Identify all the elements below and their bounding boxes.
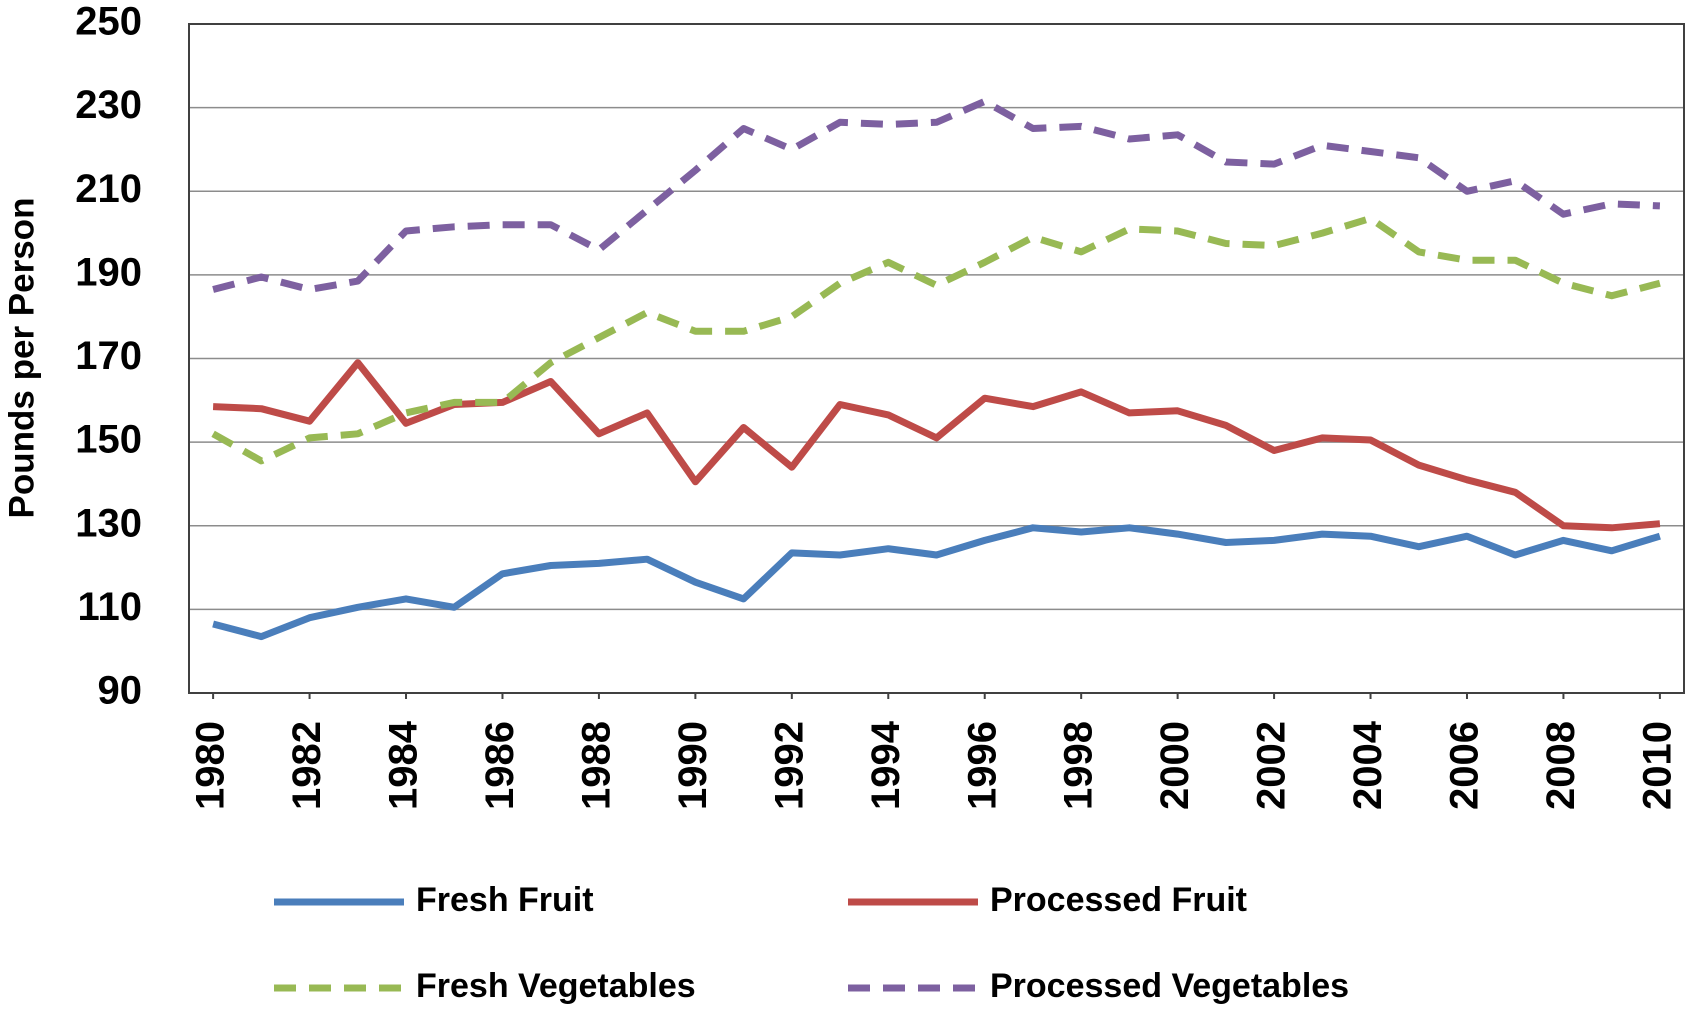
y-tick-label: 170 (75, 334, 142, 378)
x-tick-label: 2004 (1346, 720, 1390, 810)
legend-label: Processed Fruit (990, 881, 1247, 919)
x-tick-label: 2008 (1539, 721, 1583, 810)
x-tick-label: 2010 (1635, 721, 1679, 810)
x-tick-label: 1996 (960, 721, 1004, 810)
x-tick-label: 1980 (189, 721, 233, 810)
x-tick-label: 1998 (1057, 721, 1101, 810)
y-tick-label: 250 (75, 0, 142, 44)
plot-border (188, 23, 1685, 694)
legend-label: Processed Vegetables (990, 967, 1349, 1005)
y-tick-label: 230 (75, 83, 142, 127)
x-tick-label: 2002 (1250, 721, 1294, 810)
series-line (212, 359, 1661, 532)
y-tick-label: 130 (75, 501, 142, 545)
y-tick-label: 110 (77, 585, 142, 629)
series-line (212, 97, 1661, 293)
y-tick-label: 210 (75, 167, 142, 211)
legend-label: Fresh Fruit (416, 881, 594, 919)
y-axis-title: Pounds per Person (2, 198, 41, 519)
y-tick-label: 190 (75, 250, 142, 294)
legend-label: Fresh Vegetables (416, 967, 696, 1005)
x-tick-label: 1990 (671, 721, 715, 810)
x-tick-label: 2006 (1443, 721, 1487, 810)
x-tick-label: 1984 (382, 720, 426, 810)
x-tick-label: 2000 (1153, 721, 1197, 810)
x-tick-label: 1994 (864, 720, 908, 810)
series-line (211, 214, 1661, 465)
x-tick-label: 1986 (478, 721, 522, 810)
x-tick-label: 1992 (767, 721, 811, 810)
x-tick-label: 1982 (285, 721, 329, 810)
y-tick-label: 150 (75, 418, 142, 462)
y-tick-label: 90 (98, 669, 143, 713)
series-line (212, 524, 1661, 641)
x-tick-label: 1988 (574, 721, 618, 810)
